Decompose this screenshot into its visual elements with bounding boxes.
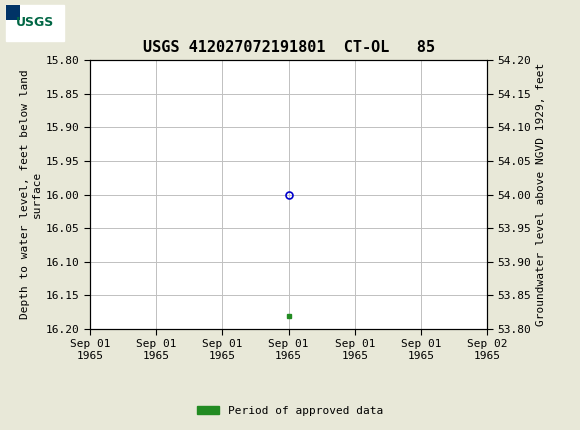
Bar [6, 4, 64, 41]
Title: USGS 412027072191801  CT-OL   85: USGS 412027072191801 CT-OL 85 [143, 40, 434, 55]
Legend: Period of approved data: Period of approved data [193, 401, 387, 420]
Text: USGS: USGS [16, 16, 54, 29]
Y-axis label: Depth to water level, feet below land
surface: Depth to water level, feet below land su… [20, 70, 42, 319]
Bar [6, 4, 20, 20]
Y-axis label: Groundwater level above NGVD 1929, feet: Groundwater level above NGVD 1929, feet [535, 63, 546, 326]
